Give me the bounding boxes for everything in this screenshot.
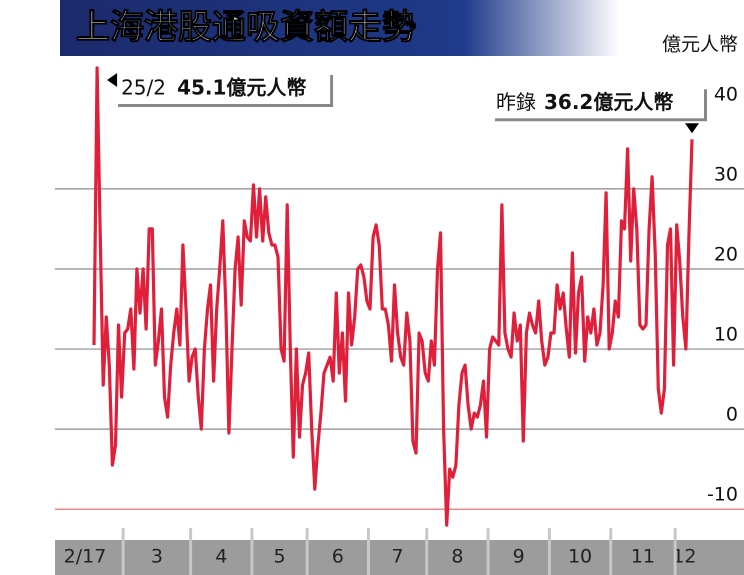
x-tick-label: 9: [513, 546, 525, 568]
y-tick-label: 0: [726, 404, 738, 426]
data-line: [92, 66, 694, 527]
chart-title: 上海港股通吸資額走勢: [76, 8, 416, 48]
annotation-pointer: [107, 73, 118, 88]
y-tick-label: 40: [714, 83, 738, 105]
x-tick-label: 8: [451, 546, 463, 568]
x-tick-label: 5: [273, 546, 285, 568]
x-tick-label: 3: [151, 546, 163, 568]
x-axis-band: [55, 540, 744, 575]
y-tick-label: 20: [714, 243, 738, 265]
x-tick-label: 6: [332, 546, 344, 568]
y-tick-label: 30: [714, 163, 738, 185]
y-tick-label: 10: [714, 324, 738, 346]
annotation-prefix: 昨錄: [496, 90, 536, 114]
annotation-text: 45.1億元人幣: [177, 76, 306, 100]
annotation-text: 36.2億元人幣: [544, 90, 673, 114]
annotation-pointer: [685, 123, 699, 134]
annotation-box: [492, 86, 704, 119]
x-tick-label: 7: [392, 546, 404, 568]
annotation-date: 25/2: [121, 76, 166, 100]
x-tick-label: 4: [215, 546, 227, 568]
annotation-box: [115, 72, 331, 105]
title-banner: [60, 0, 620, 56]
x-tick-label: 2/17: [64, 546, 107, 568]
y-unit: 億元人幣: [662, 34, 738, 56]
x-tick-label: 11: [631, 546, 655, 568]
y-tick-label: -10: [707, 484, 738, 506]
x-tick-label: 10: [568, 546, 592, 568]
x-tick-label: 12: [672, 546, 696, 568]
